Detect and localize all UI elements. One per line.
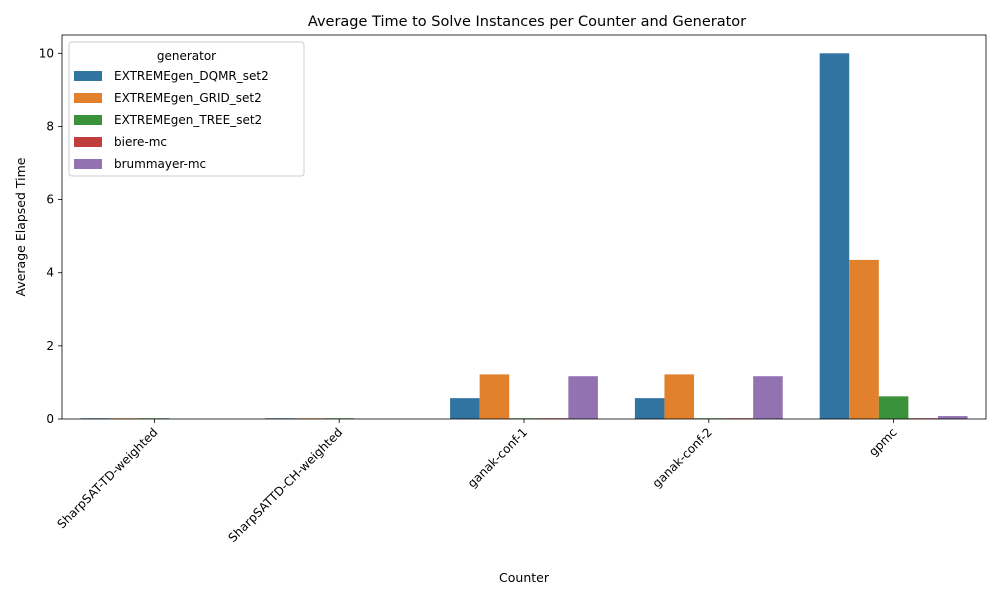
bar bbox=[450, 398, 480, 419]
bar bbox=[479, 374, 510, 419]
legend-entry: biere-mc bbox=[114, 135, 167, 149]
legend: generator EXTREMEgen_DQMR_set2 EXTREMEgen_… bbox=[68, 41, 305, 177]
bar bbox=[937, 416, 968, 419]
plot-frame bbox=[61, 34, 987, 420]
y-tick-label: 4 bbox=[46, 266, 54, 280]
x-tick-label: ganak-conf-1 bbox=[465, 425, 530, 490]
legend-entry: EXTREMEgen_DQMR_set2 bbox=[114, 69, 269, 83]
y-tick-label: 10 bbox=[39, 46, 54, 60]
y-tick-label: 6 bbox=[46, 193, 54, 207]
bar bbox=[568, 376, 598, 419]
y-tick-label: 2 bbox=[46, 339, 54, 353]
bar bbox=[849, 259, 879, 419]
x-tick-label: SharpSAT-TD-weighted bbox=[54, 425, 160, 531]
legend-entry: EXTREMEgen_TREE_set2 bbox=[114, 113, 262, 127]
legend-box bbox=[68, 41, 305, 177]
legend-swatch bbox=[74, 93, 102, 103]
legend-swatch bbox=[74, 159, 102, 169]
bars-group bbox=[80, 53, 968, 419]
y-tick-label: 8 bbox=[46, 119, 54, 133]
x-axis: SharpSAT-TD-weighted SharpSATTD-CH-weight… bbox=[54, 419, 900, 545]
bar bbox=[753, 376, 783, 419]
x-axis-label: Counter bbox=[499, 570, 550, 585]
bar bbox=[878, 396, 909, 419]
legend-entry: EXTREMEgen_GRID_set2 bbox=[114, 91, 262, 105]
x-tick-label: gpmc bbox=[866, 425, 900, 459]
legend-entry: brummayer-mc bbox=[114, 157, 206, 171]
bar bbox=[664, 374, 695, 419]
legend-swatch bbox=[74, 71, 102, 81]
y-axis-label: Average Elapsed Time bbox=[13, 157, 28, 296]
legend-swatch bbox=[74, 137, 102, 147]
x-tick-label: ganak-conf-2 bbox=[650, 425, 715, 490]
bar bbox=[634, 398, 665, 419]
x-tick-label: SharpSATTD-CH-weighted bbox=[225, 425, 345, 545]
legend-swatch bbox=[74, 115, 102, 125]
y-tick-label: 0 bbox=[46, 412, 54, 426]
bar bbox=[819, 53, 850, 419]
y-axis: 0 2 4 6 8 10 bbox=[39, 46, 62, 426]
legend-title: generator bbox=[157, 49, 216, 63]
chart-title: Average Time to Solve Instances per Coun… bbox=[308, 14, 746, 30]
